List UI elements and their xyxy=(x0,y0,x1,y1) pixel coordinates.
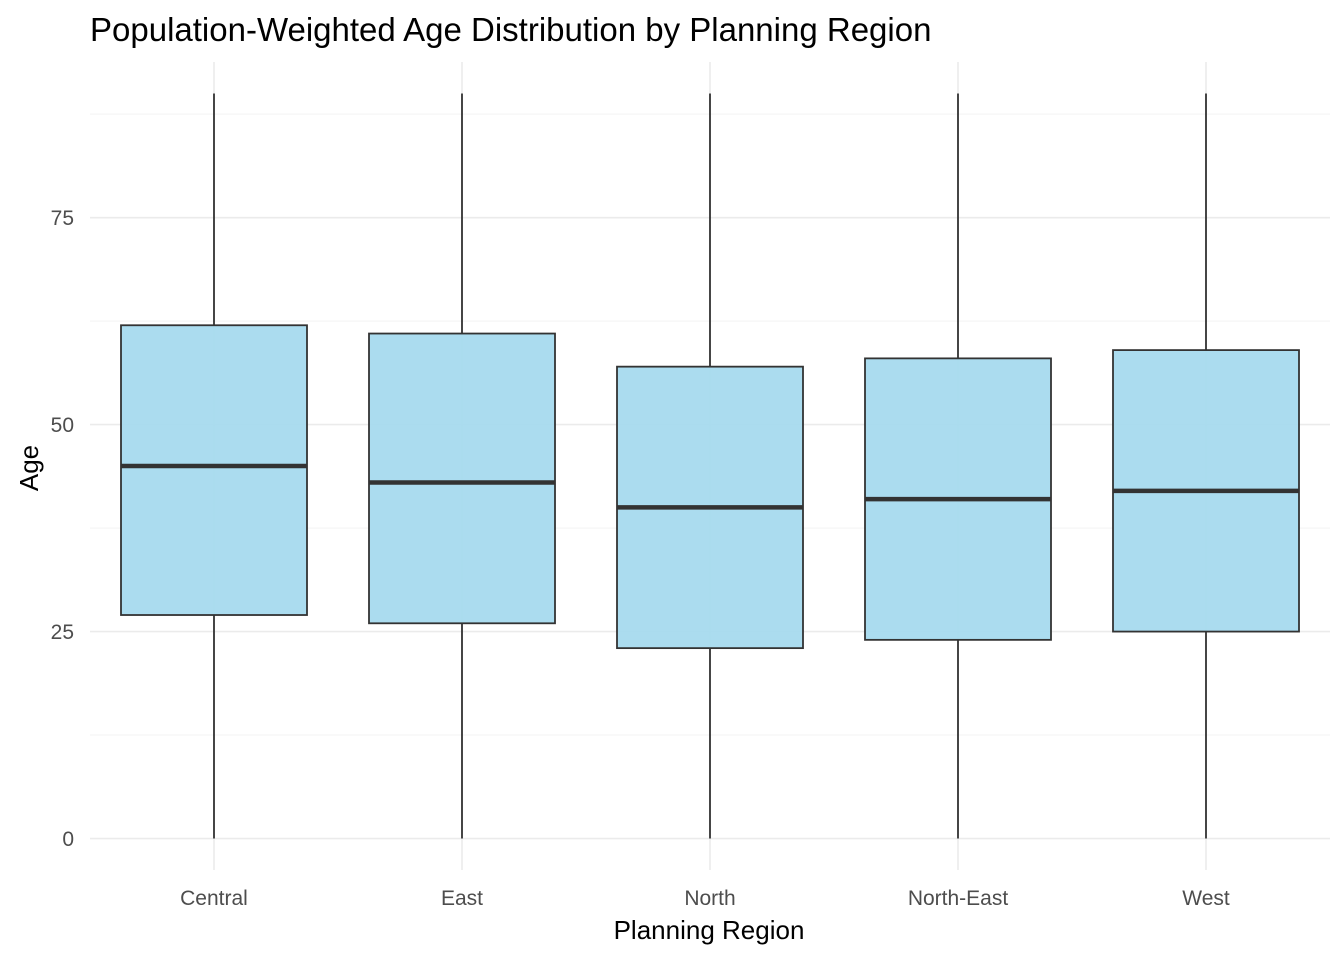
y-tick-label: 25 xyxy=(51,621,74,644)
box-east xyxy=(368,93,556,839)
box-iqr xyxy=(368,332,556,625)
y-tick-label: 75 xyxy=(51,207,74,230)
x-tick-label: West xyxy=(1182,887,1230,910)
x-tick-label: Central xyxy=(180,887,248,910)
x-tick-label: East xyxy=(441,887,483,910)
x-tick-label: North xyxy=(684,887,735,910)
box-north-east xyxy=(864,93,1052,839)
boxes xyxy=(120,93,1300,839)
chart-title: Population-Weighted Age Distribution by … xyxy=(90,11,931,48)
y-axis-ticks: 0 25 50 75 xyxy=(51,207,74,851)
y-tick-label: 50 xyxy=(51,414,74,437)
x-tick-label: North-East xyxy=(908,887,1009,910)
x-axis-ticks: Central East North North-East West xyxy=(180,887,1230,910)
y-axis-title: Age xyxy=(14,445,44,491)
box-north xyxy=(616,93,804,839)
box-central xyxy=(120,93,308,839)
y-tick-label: 0 xyxy=(62,828,74,851)
box-iqr xyxy=(120,324,308,616)
x-axis-title: Planning Region xyxy=(614,915,805,945)
box-west xyxy=(1112,93,1300,839)
